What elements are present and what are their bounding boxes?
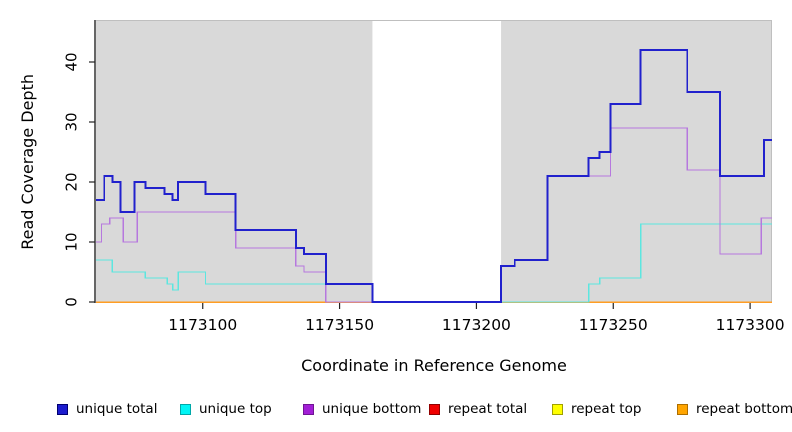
- legend-item-repeat-total: repeat total: [429, 401, 527, 417]
- x-tick-label: 1173100: [168, 316, 237, 334]
- legend-swatch-unique-bottom: [303, 403, 314, 415]
- x-tick-label: 1173150: [305, 316, 374, 334]
- legend-item-repeat-top: repeat top: [552, 401, 641, 417]
- chart-legend: unique total unique top unique bottom repea…: [0, 399, 792, 421]
- legend-label: unique bottom: [322, 401, 422, 417]
- series-line-unique-total: [96, 49, 772, 303]
- legend-item-repeat-bottom: repeat bottom: [677, 401, 792, 417]
- legend-swatch-repeat-total: [429, 403, 440, 415]
- series-line-unique-top: [96, 223, 772, 303]
- y-axis-title-wrap: Read Coverage Depth: [16, 20, 38, 303]
- legend-item-unique-total: unique total: [57, 401, 157, 417]
- x-tick-label: 1173250: [579, 316, 648, 334]
- legend-label: repeat total: [448, 401, 528, 417]
- y-tick-label: 30: [63, 112, 81, 131]
- legend-item-unique-top: unique top: [180, 401, 272, 417]
- plot-border: [96, 20, 772, 303]
- y-tick-label: 10: [63, 232, 81, 251]
- legend-swatch-unique-total: [57, 403, 68, 415]
- y-tick-label: 40: [63, 52, 81, 71]
- x-axis-title: Coordinate in Reference Genome: [301, 356, 567, 375]
- y-tick-label: 20: [63, 172, 81, 191]
- x-tick-label: 1173200: [442, 316, 511, 334]
- legend-swatch-repeat-top: [552, 403, 563, 415]
- y-tick-label: 0: [63, 297, 81, 307]
- legend-label: unique total: [76, 401, 158, 417]
- legend-label: repeat bottom: [696, 401, 792, 417]
- legend-label: repeat top: [571, 401, 642, 417]
- masked-region: [372, 21, 502, 303]
- series-line-unique-bottom: [96, 127, 772, 303]
- x-tick-label: 1173300: [716, 316, 785, 334]
- legend-swatch-unique-top: [180, 403, 191, 415]
- legend-label: unique top: [199, 401, 272, 417]
- legend-item-unique-bottom: unique bottom: [303, 401, 421, 417]
- legend-swatch-repeat-bottom: [677, 403, 688, 415]
- y-axis-title: Read Coverage Depth: [17, 73, 37, 250]
